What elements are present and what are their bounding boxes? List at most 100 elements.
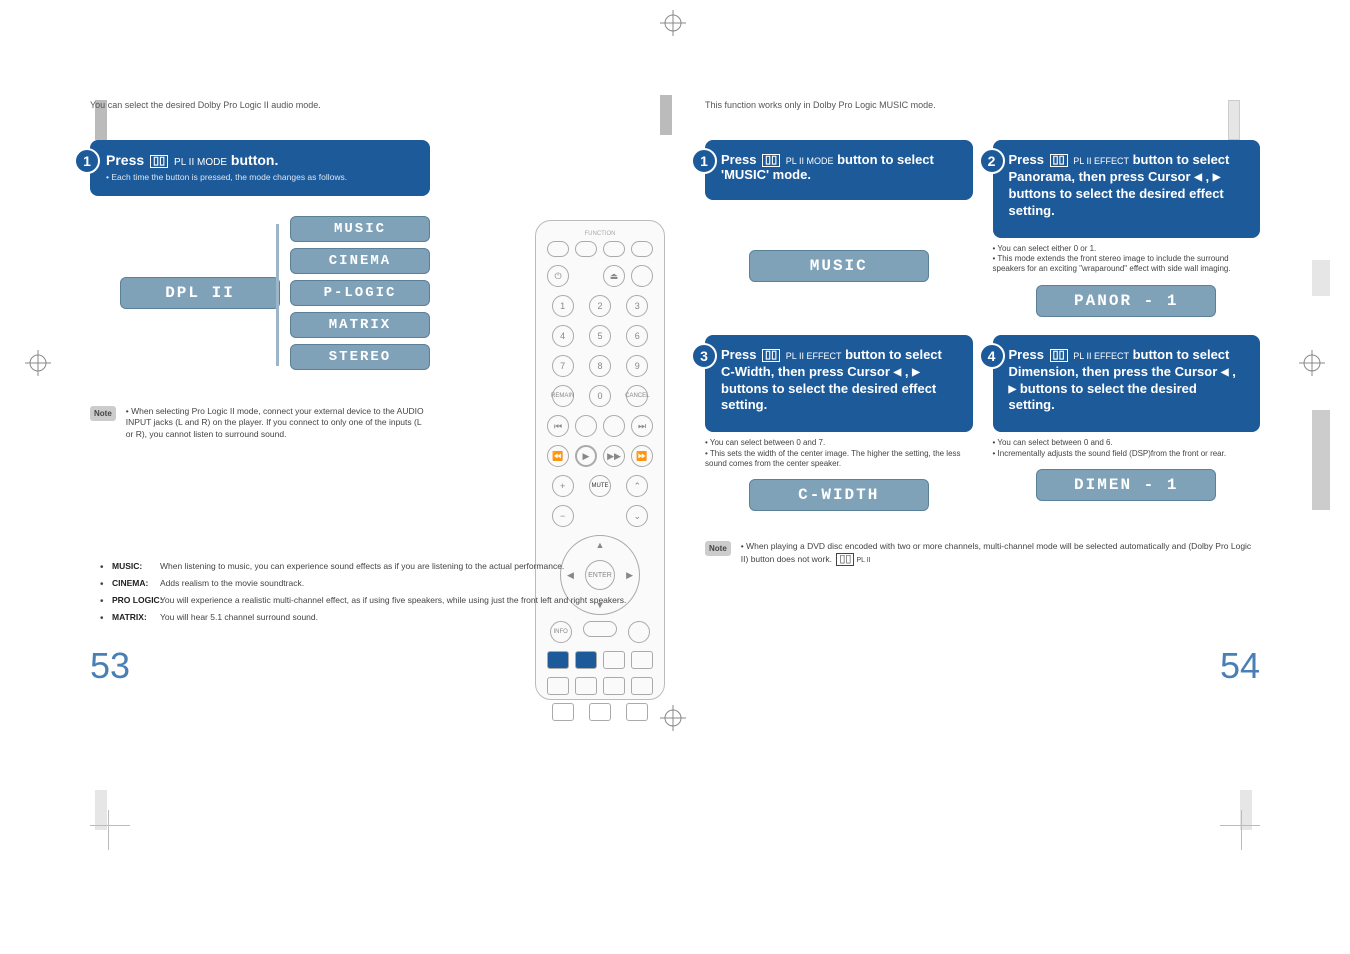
mode-name: PRO LOGIC: [112,594,163,607]
step-3-block: 3 Press ▯▯ PL II EFFECT button to select… [705,335,973,512]
remote-key-0: 0 [589,385,611,407]
intro-text-left: You can select the desired Dolby Pro Log… [90,100,645,110]
display-step4: DIMEN - 1 [1036,469,1216,501]
remote-key-9: 9 [626,355,648,377]
step-1-title-post: button. [231,152,278,168]
page-left: You can select the desired Dolby Pro Log… [60,100,675,627]
step-4-block: 4 Press ▯▯ PL II EFFECT button to select… [993,335,1261,512]
dolby-pl2-icon: ▯▯ [762,349,780,362]
remote-eject-icon: ⏏ [603,265,625,287]
step-2-title: Press ▯▯ PL II EFFECT button to select P… [1009,152,1245,220]
hairline [90,825,130,826]
dolby-pl2-icon: ▯▯ [836,553,854,566]
remote-info: INFO [550,621,572,643]
display-mode-0: MUSIC [290,216,430,242]
remote-zoom-icon [628,621,650,643]
remote-illustration: FUNCTION ⏻ ⏏ 123 456 789 REMAIN0CANCEL ⏮… [535,220,665,700]
page-number-left: 53 [90,645,130,687]
text: • This sets the width of the center imag… [705,449,973,470]
remote-prev-icon: ⏮ [547,415,569,437]
step-3-badge: 3 [691,343,717,369]
remote-key-2: 2 [589,295,611,317]
text: • This mode extends the front stereo ima… [993,254,1261,275]
text: PL II EFFECT [1073,156,1129,166]
step-3-title: Press ▯▯ PL II EFFECT button to select C… [721,347,957,415]
remote-play-icon: ▶ [575,445,597,467]
note-box-right: Note • When playing a DVD disc encoded w… [705,541,1260,565]
dolby-pl2-icon: ▯▯ [1050,154,1068,167]
list-item: MATRIX: You will hear 5.1 channel surroun… [90,611,645,624]
remote-tune-up-icon: ⌃ [626,475,648,497]
remote-mute-icon: MUTE [589,475,611,497]
display-mode-1: CINEMA [290,248,430,274]
mode-desc: Adds realism to the movie soundtrack. [160,578,304,588]
note-text-right: • When playing a DVD disc encoded with t… [741,541,1260,565]
page-number-right: 54 [1220,645,1260,687]
remote-key-1: 1 [552,295,574,317]
note-text-left: • When selecting Pro Logic II mode, conn… [126,406,430,440]
left-arrow-icon: ◀ [894,367,902,378]
left-arrow-icon: ◀ [1221,367,1229,378]
step-4-badge: 4 [979,343,1005,369]
text: PL II [856,557,870,564]
step-1-badge: 1 [74,148,100,174]
step-2-info: • You can select either 0 or 1. • This m… [993,244,1261,275]
list-item: MUSIC: When listening to music, you can e… [90,560,645,573]
remote-cancel: CANCEL [626,385,648,407]
note-text-content: When selecting Pro Logic II mode, connec… [126,406,424,439]
text: PL II EFFECT [786,351,842,361]
mode-name: MATRIX: [112,611,147,624]
text: • Incrementally adjusts the sound field … [993,449,1261,459]
step-1-sub: • Each time the button is pressed, the m… [106,172,414,182]
remote-ff-icon: ⏩ [631,445,653,467]
registration-mark-top [660,10,686,39]
display-cluster: DPL II MUSIC CINEMA P-LOGIC MATRIX STERE… [120,216,430,376]
step-1-box: 1 Press ▯▯ PL II MODE button. • Each tim… [90,140,430,196]
side-tab-top [1312,260,1330,296]
mode-desc: When listening to music, you can experie… [160,561,564,571]
text: Press [721,347,756,362]
right-arrow-icon: ▶ [1009,384,1017,395]
step-1-title-pre: Press [106,152,144,168]
remote-next-icon: ⏭ [631,415,653,437]
text: Press [1009,152,1044,167]
left-arrow-icon: ◀ [1194,172,1202,183]
remote-key-6: 6 [626,325,648,347]
mode-name: MUSIC: [112,560,142,573]
step-2-badge: 2 [979,148,1005,174]
step-1-block: 1 Press ▯▯ PL II MODE button to select '… [705,140,973,317]
right-arrow-icon: ▶ [1213,172,1221,183]
remote-vol-dn-icon: − [552,505,574,527]
remote-key-7: 7 [552,355,574,377]
display-mode-4: STEREO [290,344,430,370]
step-1-title-mid: PL II MODE [174,157,227,168]
text: • You can select between 0 and 7. [705,438,973,448]
remote-step-icon: ▶▶ [603,445,625,467]
list-item: CINEMA: Adds realism to the movie soundtr… [90,577,645,590]
step-1r-badge: 1 [691,148,717,174]
remote-vol-up-icon: + [552,475,574,497]
text: PL II MODE [786,156,834,166]
display-main: DPL II [120,277,280,309]
remote-key-4: 4 [552,325,574,347]
remote-key-5: 5 [589,325,611,347]
note-text-content-right: When playing a DVD disc encoded with two… [741,541,1251,563]
text: Press [1009,347,1044,362]
text: • You can select either 0 or 1. [993,244,1261,254]
display-step3: C-WIDTH [749,479,929,511]
mode-name: CINEMA: [112,577,148,590]
note-box-left: Note • When selecting Pro Logic II mode,… [90,406,430,440]
side-tab-bottom [1312,410,1330,510]
remote-label-function: FUNCTION [544,231,656,237]
remote-remain: REMAIN [552,385,574,407]
intro-text-right: This function works only in Dolby Pro Lo… [705,100,1260,110]
step-1-title: Press ▯▯ PL II MODE button. [106,152,414,168]
registration-mark-right [1299,350,1325,379]
step-1r-title: Press ▯▯ PL II MODE button to select 'MU… [721,152,957,182]
crop-mark-bl [95,790,107,830]
remote-rew-icon: ⏪ [547,445,569,467]
mode-desc: You will hear 5.1 channel surround sound… [160,612,318,622]
page-right: This function works only in Dolby Pro Lo… [675,100,1290,627]
hairline [1220,825,1260,826]
text: buttons to select the desired effect set… [721,381,936,413]
